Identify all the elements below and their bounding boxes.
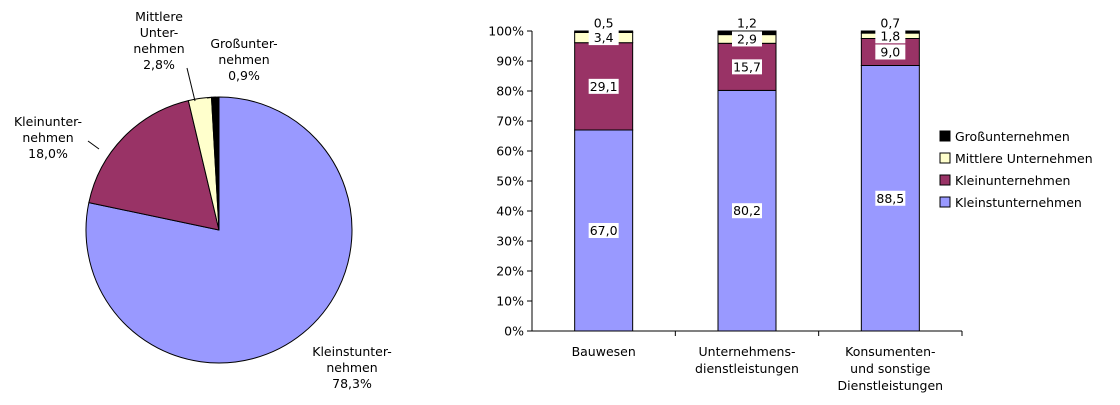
data-label-grossunternehmen: 1,2 [732, 15, 762, 31]
data-label-box [732, 15, 762, 31]
legend-swatch [939, 152, 951, 164]
y-tick-label: 80% [496, 84, 524, 99]
pie-label-grossunternehmen: Großunter-nehmen 0,9% [210, 36, 277, 83]
legend-label: Mittlere Unternehmen [955, 151, 1093, 166]
leader-line-mittlere-unternehmen [186, 67, 196, 102]
y-tick-label: 70% [496, 114, 524, 129]
leader-line-kleinunternehmen [87, 140, 100, 150]
data-label-box [588, 30, 619, 46]
pie-label-kleinunternehmen: Kleinunter-nehmen 18,0% [14, 114, 82, 161]
data-label-text: 9,0 [880, 45, 900, 60]
y-tick-label: 0% [504, 324, 524, 339]
y-tick-label: 10% [496, 294, 524, 309]
y-tick-label: 100% [488, 24, 524, 39]
data-label-text: 0,7 [880, 16, 900, 31]
legend-item-kleinstunternehmen: Kleinstunternehmen [939, 195, 1082, 210]
data-label-kleinunternehmen: 29,1 [588, 78, 619, 94]
bar-segment-kleinstunternehmen [574, 129, 634, 332]
legend-swatch [939, 174, 951, 186]
data-label-kleinunternehmen: 15,7 [732, 59, 762, 75]
data-label-mittlere-unternehmen: 3,4 [588, 30, 619, 46]
data-label-text: 15,7 [733, 59, 761, 74]
pie-label-kleinstunternehmen: Kleinstunter-nehmen 78,3% [312, 344, 391, 391]
legend-label: Großunternehmen [955, 129, 1070, 144]
data-label-grossunternehmen: 0,5 [588, 15, 619, 31]
data-label-grossunternehmen: 0,7 [875, 15, 906, 31]
data-label-kleinunternehmen: 9,0 [875, 44, 906, 60]
data-label-text: 88,5 [876, 191, 904, 206]
data-label-box [875, 15, 906, 31]
legend-label: Kleinunternehmen [955, 173, 1070, 188]
data-label-box [588, 223, 619, 238]
y-tick-label: 60% [496, 144, 524, 159]
data-label-text: 2,9 [737, 31, 757, 46]
legend-item-kleinunternehmen: Kleinunternehmen [939, 173, 1070, 188]
data-label-mittlere-unternehmen: 2,9 [732, 31, 762, 47]
y-tick-label: 30% [496, 234, 524, 249]
data-label-text: 80,2 [733, 203, 761, 218]
x-category-label: Unternehmens-dienstleistungen [695, 344, 799, 376]
data-label-box [732, 59, 762, 75]
pie-label-mittlere-unternehmen: Mittlere Unter-nehmen 2,8% [133, 9, 184, 72]
legend: Großunternehmen Mittlere Unternehmen Klein… [939, 129, 1093, 210]
data-label-box [875, 190, 906, 206]
stacked-bar-chart: 0% 10% 20% 30% 40% 50% 60% 70% 80% 90% 100% 67,0 29,… [488, 15, 1093, 393]
data-label-text: 67,0 [590, 223, 618, 238]
y-tick-label: 50% [496, 174, 524, 189]
y-tick-label: 90% [496, 54, 524, 69]
y-tick-label: 20% [496, 264, 524, 279]
legend-item-grossunternehmen: Großunternehmen [939, 129, 1070, 144]
data-label-box [732, 31, 762, 47]
data-label-kleinstunternehmen: 80,2 [732, 203, 762, 219]
data-label-text: 1,2 [737, 16, 757, 31]
legend-swatch [939, 130, 951, 142]
x-category-label: Bauwesen [572, 344, 636, 359]
data-label-kleinstunternehmen: 67,0 [588, 223, 619, 238]
data-label-box [588, 15, 619, 31]
data-label-box [588, 78, 619, 94]
data-label-text: 3,4 [594, 30, 614, 45]
data-label-box [732, 203, 762, 219]
pie-slice-kleinunternehmen [88, 100, 220, 231]
legend-item-mittlere-unternehmen: Mittlere Unternehmen [939, 151, 1093, 166]
data-label-text: 0,5 [594, 16, 614, 31]
x-category-label: Konsumenten-und sonstige Dienstleistungen [838, 344, 944, 393]
data-label-text: 1,8 [880, 28, 900, 43]
data-label-kleinstunternehmen: 88,5 [875, 190, 906, 206]
leader-line-grossunternehmen [206, 96, 217, 99]
data-label-box [875, 44, 906, 60]
y-tick-label: 40% [496, 204, 524, 219]
data-label-mittlere-unternehmen: 1,8 [875, 28, 906, 44]
pie-chart: Kleinstunter-nehmen 78,3% Kleinunter-nehme… [14, 9, 392, 391]
data-label-text: 29,1 [590, 79, 618, 94]
legend-label: Kleinstunternehmen [955, 195, 1082, 210]
legend-swatch [939, 196, 951, 208]
data-label-box [875, 28, 906, 44]
